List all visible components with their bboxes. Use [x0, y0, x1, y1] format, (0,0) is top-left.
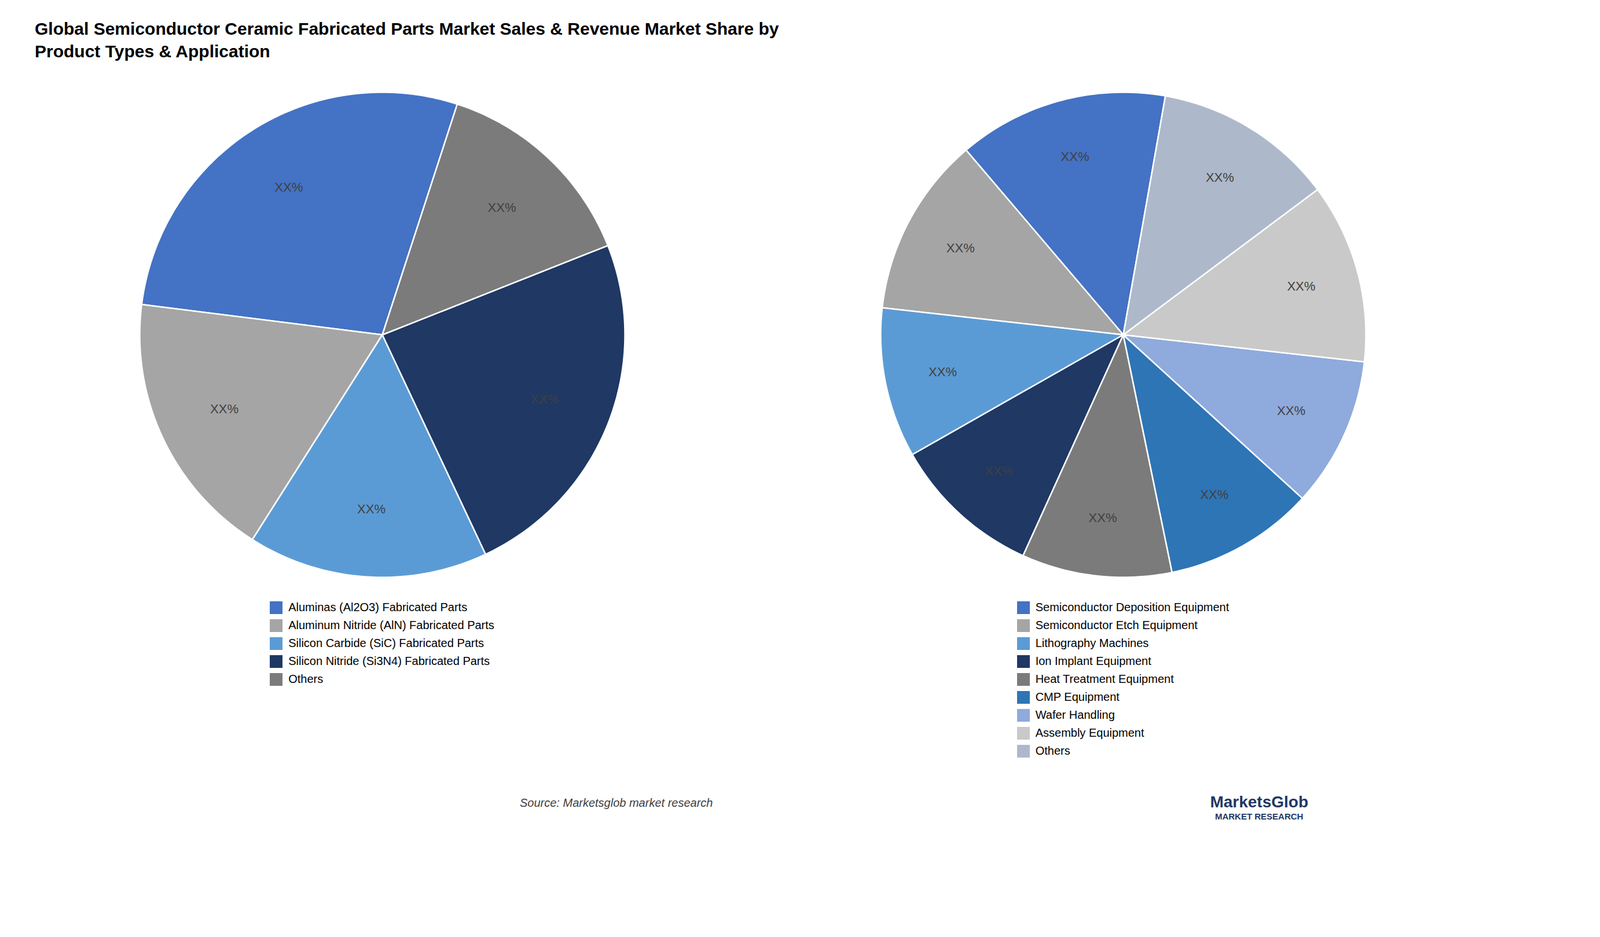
html-text:Assembly Equipment: Assembly Equipment — [1035, 726, 1145, 740]
html-text:Others: Others — [288, 672, 324, 686]
html-text:MARKET RESEARCH: MARKET RESEARCH — [1214, 811, 1304, 822]
html-text:Aluminas (Al2O3) Fabricated Pa: Aluminas (Al2O3) Fabricated Parts — [288, 600, 468, 614]
svg-text:XX%: XX% — [1200, 487, 1229, 502]
svg-text:XX%: XX% — [1061, 149, 1090, 164]
svg-text:XX%: XX% — [1276, 403, 1306, 418]
html-text:Source: Marketsglob market res: Source: Marketsglob market research — [519, 796, 713, 810]
svg-text:XX%: XX% — [357, 501, 386, 517]
svg-text:XX%: XX% — [487, 200, 517, 215]
html-text:CMP Equipment: CMP Equipment — [1035, 690, 1120, 704]
svg-text:XX%: XX% — [1286, 279, 1316, 294]
svg-text:XX%: XX% — [1205, 170, 1235, 185]
html-text:Global Semiconductor Ceramic F: Global Semiconductor Ceramic Fabricated … — [34, 19, 779, 61]
html-text:Silicon Nitride (Si3N4) Fabric: Silicon Nitride (Si3N4) Fabricated Parts — [288, 654, 490, 668]
html-text:Others: Others — [1035, 744, 1071, 758]
html-text:Semiconductor Deposition Equip: Semiconductor Deposition Equipment — [1035, 600, 1230, 614]
svg-text:XX%: XX% — [274, 180, 303, 195]
svg-text:XX%: XX% — [1088, 510, 1118, 526]
svg-text:XX%: XX% — [530, 391, 560, 407]
html-text:Ion Implant Equipment: Ion Implant Equipment — [1035, 654, 1152, 668]
svg-text:XX%: XX% — [946, 240, 975, 256]
html-text:Silicon Carbide (SiC) Fabricat: Silicon Carbide (SiC) Fabricated Parts — [288, 636, 484, 650]
svg-text:XX%: XX% — [984, 463, 1014, 479]
html-text:Lithography Machines: Lithography Machines — [1035, 636, 1149, 650]
html-text:Aluminum Nitride (AlN) Fabrica: Aluminum Nitride (AlN) Fabricated Parts — [288, 618, 495, 632]
svg-text:XX%: XX% — [210, 401, 239, 417]
html-text:MarketsGlob: MarketsGlob — [1210, 793, 1309, 811]
svg-text:XX%: XX% — [928, 364, 957, 380]
html-text:Wafer Handling: Wafer Handling — [1035, 708, 1115, 722]
html-text:Semiconductor Etch Equipment: Semiconductor Etch Equipment — [1035, 618, 1198, 632]
html-text:Heat Treatment Equipment: Heat Treatment Equipment — [1035, 672, 1174, 686]
